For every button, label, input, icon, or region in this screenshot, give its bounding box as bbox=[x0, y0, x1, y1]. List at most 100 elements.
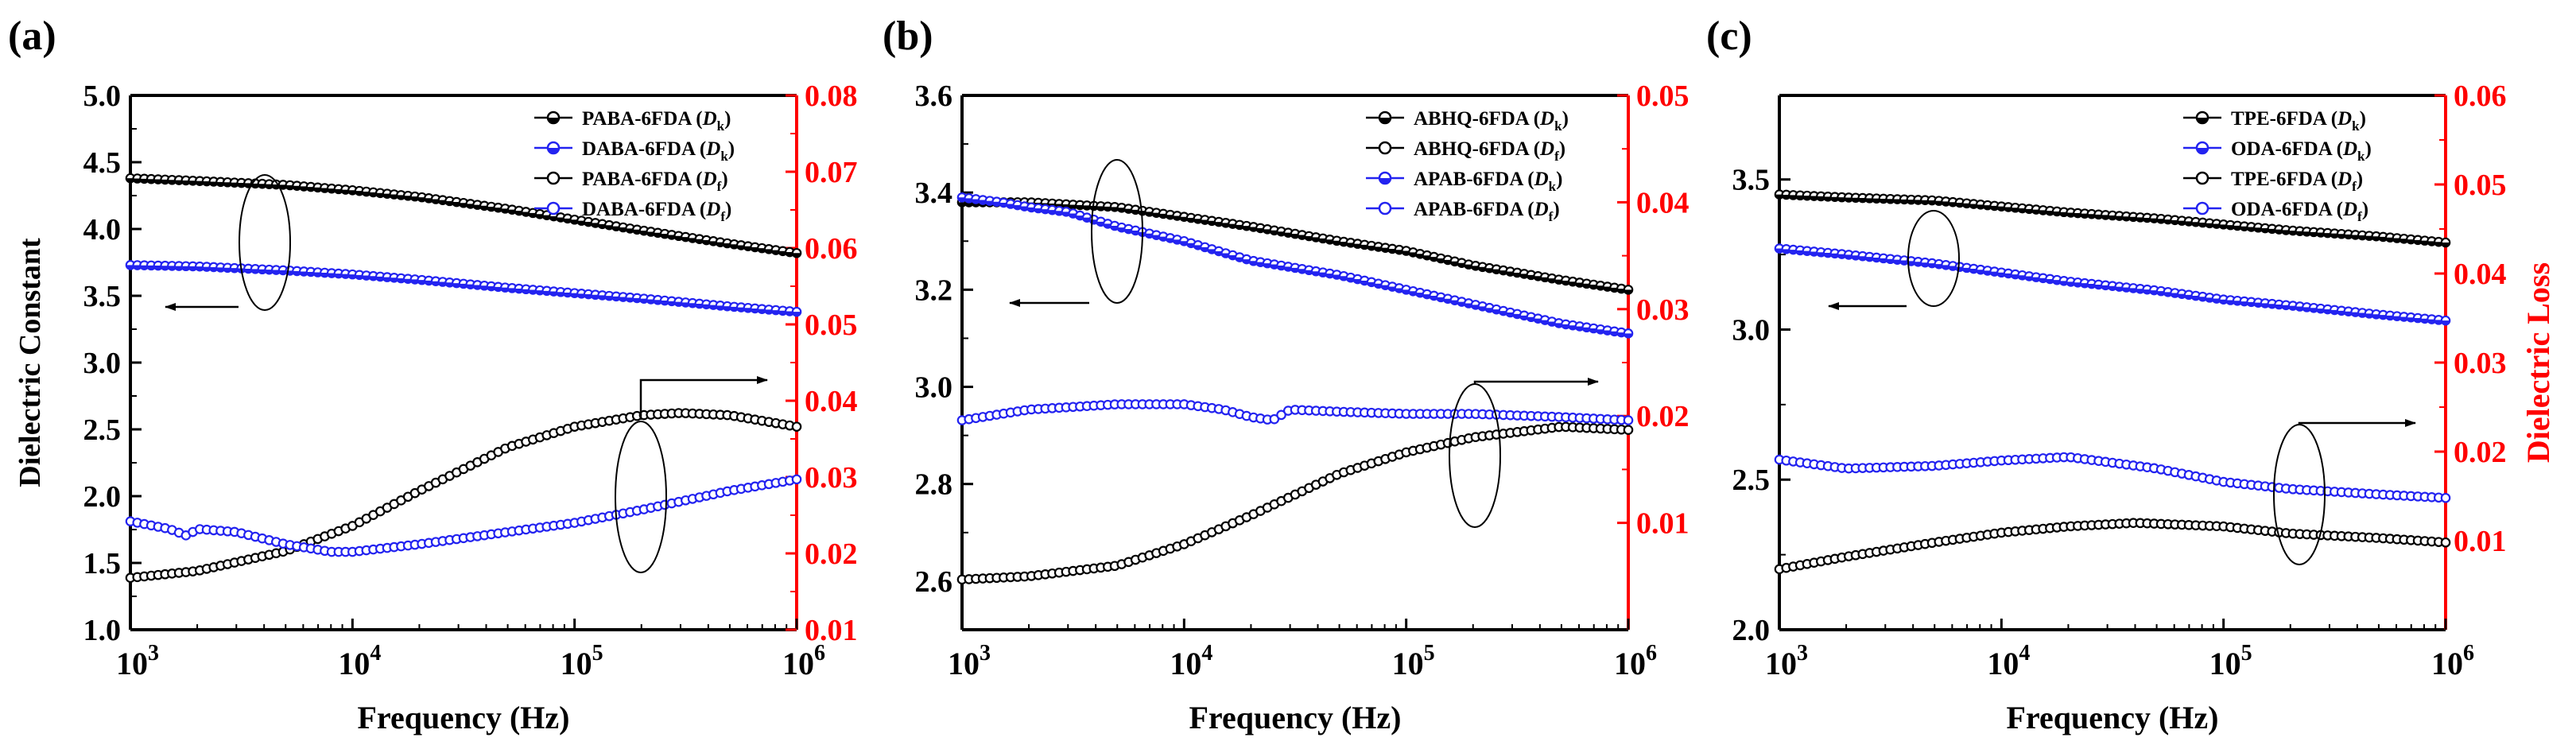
panel-c-y2-tick-label: 0.06 bbox=[2454, 80, 2507, 113]
panel-a-series-3 bbox=[125, 408, 802, 584]
panel-c-y2-tick-label: 0.01 bbox=[2454, 525, 2507, 558]
panel-b-legend: ABHQ-6FDA (Dk) ABHQ-6FDA (Df) APAB-6FDA (D… bbox=[1366, 108, 1569, 224]
panel-a-series-1 bbox=[125, 173, 802, 258]
panel-a-y-tick-label: 4.0 bbox=[83, 213, 122, 246]
panel-c-y-tick-label: 2.0 bbox=[1732, 614, 1771, 647]
panel-c-legend-item: TPE-6FDA (Df) bbox=[2183, 169, 2363, 194]
panel-b-legend-item: APAB-6FDA (Df) bbox=[1366, 199, 1560, 224]
panel-b-y-tick-label: 2.8 bbox=[915, 468, 953, 502]
panel-c-y2-axis-title: Dielectric Loss bbox=[2520, 262, 2556, 463]
panel-a-legend-label: DABA-6FDA (Df) bbox=[582, 199, 731, 224]
panel-b-y-tick-label: 3.6 bbox=[915, 80, 953, 113]
panel-b-dk-ellipse bbox=[1091, 159, 1143, 304]
panel-b-series-2 bbox=[956, 192, 1634, 339]
panel-b-y-tick-label: 3.0 bbox=[915, 371, 953, 405]
panel-a-x-axis-title: Frequency (Hz) bbox=[358, 700, 570, 735]
panel-c-label: (c) bbox=[1706, 14, 1752, 59]
panel-c-legend-marker bbox=[2195, 171, 2209, 185]
panel-b-legend-label: APAB-6FDA (Df) bbox=[1414, 199, 1560, 224]
panel-a-legend: PABA-6FDA (Dk) DABA-6FDA (Dk) PABA-6FDA (D… bbox=[534, 108, 735, 224]
panel-c-y2-tick-label: 0.03 bbox=[2454, 347, 2507, 380]
panel-a-y-tick-label: 1.0 bbox=[83, 614, 122, 647]
panel-a-y-tick-label: 3.5 bbox=[83, 280, 122, 313]
panel-a-y-tick-label: 4.5 bbox=[83, 146, 122, 180]
panel-a-y2-tick-label: 0.07 bbox=[805, 156, 858, 189]
panel-a-y2-tick-label: 0.05 bbox=[805, 309, 858, 342]
panel-a-legend-item: DABA-6FDA (Df) bbox=[534, 199, 731, 224]
panel-b-y2-tick-label: 0.03 bbox=[1636, 293, 1690, 327]
panel-c-legend-marker-fill bbox=[2197, 148, 2208, 153]
panel-a-y-tick-label: 2.5 bbox=[83, 413, 122, 447]
panel-c-series-2-point-fill bbox=[2441, 320, 2450, 325]
panel-a-y2-tick-label: 0.04 bbox=[805, 385, 858, 418]
panel-b-legend-item: ABHQ-6FDA (Dk) bbox=[1366, 108, 1569, 134]
panel-b-x-tick-label: 105 bbox=[1392, 641, 1435, 681]
panel-a-y2-tick-label: 0.08 bbox=[805, 80, 858, 113]
panel-b-legend-label: APAB-6FDA (Dk) bbox=[1414, 169, 1562, 194]
panel-c-series-4 bbox=[1774, 452, 2451, 503]
panel-b-x-tick-label: 103 bbox=[948, 641, 991, 681]
panel-b-series-4-point bbox=[1623, 415, 1634, 425]
panel-a-y-tick-label: 3.0 bbox=[83, 347, 122, 380]
panel-b-y-tick-label: 3.4 bbox=[915, 177, 953, 210]
panel-c-legend-item: ODA-6FDA (Df) bbox=[2183, 199, 2368, 224]
panel-b-y2-tick-label: 0.04 bbox=[1636, 186, 1690, 219]
panel-a-label: (a) bbox=[8, 14, 56, 59]
panel-b-y2-tick-label: 0.05 bbox=[1636, 80, 1690, 113]
panel-a-legend-label: PABA-6FDA (Df) bbox=[582, 169, 728, 194]
panel-c: (c) 103 104 105 106 2.0 2.5 3.0 3.5 0.01 0.02 0.03 0… bbox=[1706, 14, 2556, 735]
panel-b: (b) 103 104 105 106 2.6 2.8 3.0 3.2 3.4 3.6 0.01 0.0… bbox=[883, 14, 1690, 735]
panel-c-y-tick-label: 2.5 bbox=[1732, 464, 1771, 497]
panel-a-x-tick-label: 103 bbox=[116, 641, 159, 681]
panel-b-series-3 bbox=[956, 421, 1634, 585]
panel-b-legend-item: APAB-6FDA (Dk) bbox=[1366, 169, 1562, 194]
panel-a-series-1-point-fill bbox=[792, 253, 801, 258]
panel-a-y2-tick-label: 0.03 bbox=[805, 461, 858, 495]
panel-a-legend-item: DABA-6FDA (Dk) bbox=[534, 138, 735, 164]
panel-c-dk-ellipse bbox=[1907, 210, 1960, 307]
panel-c-x-axis-title: Frequency (Hz) bbox=[2007, 700, 2219, 735]
panel-a-legend-item: PABA-6FDA (Dk) bbox=[534, 108, 731, 134]
panel-a-legend-marker bbox=[546, 171, 561, 185]
panel-a-series-2-point-fill bbox=[792, 312, 801, 316]
panel-b-series-1 bbox=[956, 197, 1634, 295]
panel-c-y2-tick-label: 0.04 bbox=[2454, 258, 2507, 291]
panel-c-y-tick-label: 3.0 bbox=[1732, 313, 1771, 347]
panel-c-legend-label: TPE-6FDA (Df) bbox=[2231, 169, 2363, 194]
panel-a-legend-marker-fill bbox=[548, 118, 559, 123]
panel-c-legend: TPE-6FDA (Dk) ODA-6FDA (Dk) TPE-6FDA (Df) O… bbox=[2183, 108, 2372, 224]
panel-a-df-ellipse bbox=[615, 421, 667, 573]
panel-c-series-3 bbox=[1774, 518, 2451, 575]
panel-b-label: (b) bbox=[883, 14, 933, 59]
panel-b-legend-label: ABHQ-6FDA (Dk) bbox=[1414, 108, 1569, 134]
panel-a-y-axis-title: Dielectric Constant bbox=[14, 238, 47, 487]
panel-b-series-4 bbox=[956, 399, 1634, 425]
panel-a-series-4-point bbox=[791, 474, 802, 485]
panel-c-legend-item: TPE-6FDA (Dk) bbox=[2183, 108, 2366, 134]
panel-c-y2-tick-label: 0.05 bbox=[2454, 169, 2507, 202]
panel-a-legend-label: PABA-6FDA (Dk) bbox=[582, 108, 731, 134]
panel-a-x-tick-label: 105 bbox=[561, 641, 603, 681]
panel-b-series-4-point bbox=[1269, 413, 1280, 425]
panel-c-legend-marker-fill bbox=[2197, 118, 2208, 123]
panel-b-legend-label: ABHQ-6FDA (Df) bbox=[1414, 138, 1565, 164]
panel-c-x-tick-label: 103 bbox=[1765, 641, 1808, 681]
panel-a-series-3-point bbox=[791, 421, 802, 432]
panel-a-x-tick-label: 104 bbox=[338, 641, 381, 681]
panel-c-legend-label: ODA-6FDA (Dk) bbox=[2231, 138, 2372, 164]
panel-a-y-tick-label: 2.0 bbox=[83, 480, 122, 514]
panel-b-x-tick-label: 106 bbox=[1614, 641, 1657, 681]
panel-b-x-tick-label: 104 bbox=[1170, 641, 1212, 681]
panel-a-y2-tick-label: 0.02 bbox=[805, 537, 858, 571]
panel-a-dk-ellipse bbox=[239, 174, 291, 311]
panel-b-series-4-point bbox=[1276, 409, 1286, 421]
panel-b-y2-tick-label: 0.02 bbox=[1636, 400, 1690, 433]
panel-b-df-ellipse bbox=[1449, 383, 1501, 528]
panel-b-legend-marker-fill bbox=[1379, 178, 1391, 184]
panel-c-series-2 bbox=[1774, 243, 2451, 326]
panel-a-y-tick-label: 5.0 bbox=[83, 80, 122, 113]
panel-b-legend-marker bbox=[1378, 141, 1392, 155]
panel-b-legend-item: ABHQ-6FDA (Df) bbox=[1366, 138, 1565, 164]
panel-b-x-axis-title: Frequency (Hz) bbox=[1189, 700, 1402, 735]
